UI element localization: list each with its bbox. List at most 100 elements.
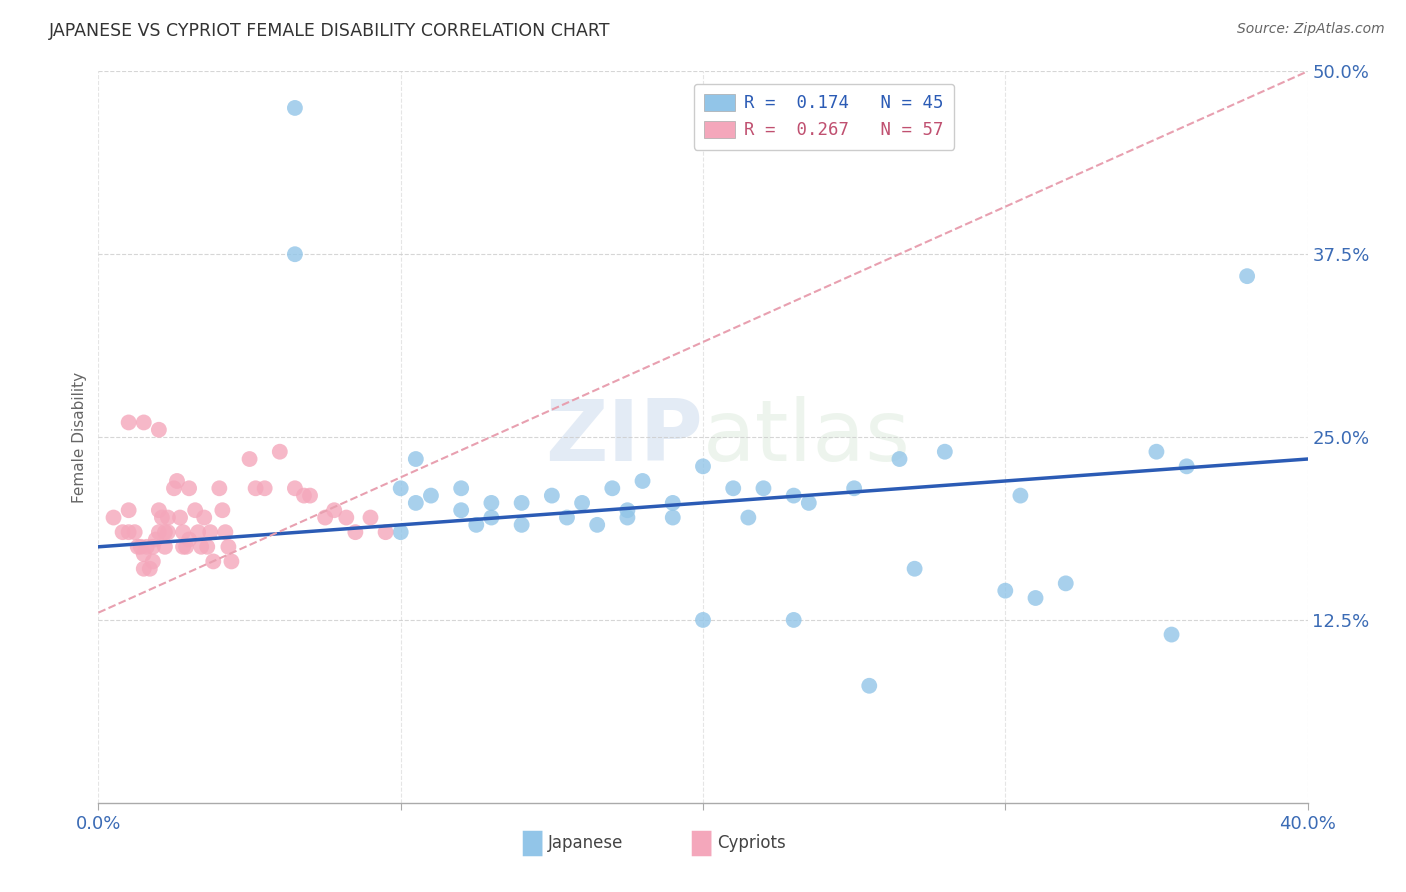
Point	[135, 540, 157, 554]
Point	[118, 525, 141, 540]
Point	[132, 562, 155, 576]
Point	[586, 517, 609, 532]
Point	[661, 510, 683, 524]
Point	[1010, 489, 1032, 503]
Legend: R =  0.174   N = 45, R =  0.267   N = 57: R = 0.174 N = 45, R = 0.267 N = 57	[693, 84, 955, 150]
Point	[129, 540, 152, 554]
Point	[153, 525, 176, 540]
Point	[145, 533, 167, 547]
Point	[214, 525, 236, 540]
Point	[169, 510, 191, 524]
Point	[118, 503, 141, 517]
Text: █: █	[522, 830, 541, 855]
Point	[139, 562, 162, 576]
Point	[389, 525, 412, 540]
Point	[172, 540, 194, 554]
Point	[195, 540, 218, 554]
Point	[127, 540, 149, 554]
Point	[299, 489, 322, 503]
Point	[284, 101, 307, 115]
Point	[420, 489, 443, 503]
Point	[148, 503, 170, 517]
Point	[389, 481, 412, 495]
Point	[335, 510, 357, 524]
Point	[150, 510, 173, 524]
Point	[190, 540, 212, 554]
Point	[510, 496, 533, 510]
Text: █: █	[690, 830, 710, 855]
Point	[292, 489, 315, 503]
Point	[202, 554, 225, 568]
Point	[889, 452, 911, 467]
Point	[179, 481, 201, 495]
Text: ZIP: ZIP	[546, 395, 703, 479]
Point	[1160, 627, 1182, 641]
Point	[723, 481, 745, 495]
Point	[344, 525, 367, 540]
Point	[217, 540, 239, 554]
Point	[1236, 269, 1258, 284]
Point	[405, 452, 427, 467]
Point	[783, 489, 806, 503]
Point	[1054, 576, 1077, 591]
Point	[166, 474, 188, 488]
Point	[1175, 459, 1198, 474]
Point	[994, 583, 1017, 598]
Point	[692, 613, 714, 627]
Point	[510, 517, 533, 532]
Point	[692, 459, 714, 474]
Point	[156, 525, 179, 540]
Point	[284, 247, 307, 261]
Point	[179, 533, 201, 547]
Text: JAPANESE VS CYPRIOT FEMALE DISABILITY CORRELATION CHART: JAPANESE VS CYPRIOT FEMALE DISABILITY CO…	[49, 22, 610, 40]
Point	[208, 481, 231, 495]
Point	[163, 481, 186, 495]
Point	[103, 510, 125, 524]
Point	[904, 562, 927, 576]
Point	[783, 613, 806, 627]
Point	[450, 481, 472, 495]
Point	[221, 554, 243, 568]
Point	[752, 481, 775, 495]
Point	[1024, 591, 1046, 605]
Point	[481, 496, 503, 510]
Point	[211, 503, 233, 517]
Point	[142, 540, 165, 554]
Point	[245, 481, 267, 495]
Point	[172, 525, 194, 540]
Point	[156, 510, 179, 524]
Point	[118, 416, 141, 430]
Point	[187, 525, 209, 540]
Y-axis label: Female Disability: Female Disability	[72, 371, 87, 503]
Point	[602, 481, 624, 495]
Point	[934, 444, 956, 458]
Point	[253, 481, 276, 495]
Point	[148, 525, 170, 540]
Point	[374, 525, 396, 540]
Point	[450, 503, 472, 517]
Point	[284, 481, 307, 495]
Point	[1144, 444, 1167, 458]
Point	[465, 517, 488, 532]
Text: Cypriots: Cypriots	[717, 834, 786, 852]
Point	[631, 474, 654, 488]
Text: atlas: atlas	[703, 395, 911, 479]
Point	[737, 510, 759, 524]
Point	[132, 416, 155, 430]
Point	[661, 496, 683, 510]
Point	[858, 679, 880, 693]
Point	[174, 540, 197, 554]
Point	[153, 540, 176, 554]
Text: Japanese: Japanese	[548, 834, 624, 852]
Point	[616, 510, 638, 524]
Point	[193, 510, 215, 524]
Point	[844, 481, 866, 495]
Point	[148, 423, 170, 437]
Point	[269, 444, 291, 458]
Point	[360, 510, 382, 524]
Point	[142, 554, 165, 568]
Point	[132, 547, 155, 561]
Point	[571, 496, 593, 510]
Point	[124, 525, 146, 540]
Point	[540, 489, 562, 503]
